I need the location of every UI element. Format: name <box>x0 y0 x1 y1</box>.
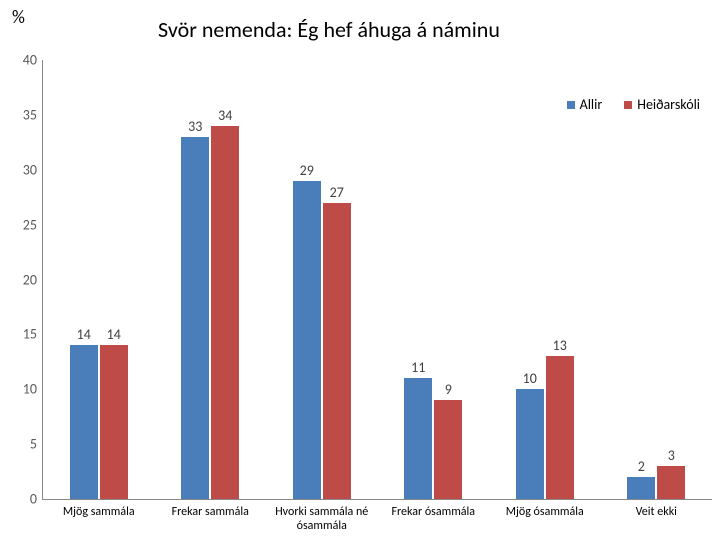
bar: 9 <box>434 400 462 499</box>
y-tick-label: 0 <box>30 491 37 508</box>
legend-label: Heiðarskóli <box>637 96 700 113</box>
bar-value-label: 29 <box>293 162 321 179</box>
legend: Allir Heiðarskóli <box>567 96 700 113</box>
bar-value-label: 10 <box>516 370 544 387</box>
bar: 13 <box>546 356 574 499</box>
x-tick-label: Veit ekki <box>600 505 712 519</box>
bar-value-label: 2 <box>627 458 655 475</box>
bar: 34 <box>211 126 239 499</box>
bar-value-label: 34 <box>211 107 239 124</box>
y-tick-label: 10 <box>23 381 37 398</box>
y-tick-label: 35 <box>23 106 37 123</box>
bar-value-label: 14 <box>70 326 98 343</box>
y-tick-label: 20 <box>23 271 37 288</box>
bar: 33 <box>181 137 209 499</box>
x-tick-label: Mjög sammála <box>43 505 155 519</box>
bar-group: 1013Mjög ósammála <box>516 60 574 499</box>
bar-group: 2927Hvorki sammála né ósammála <box>293 60 351 499</box>
bar: 3 <box>657 466 685 499</box>
legend-item: Heiðarskóli <box>624 96 700 113</box>
bar-group: 119Frekar ósammála <box>404 60 462 499</box>
bar-value-label: 3 <box>657 447 685 464</box>
x-tick-label: Frekar ósammála <box>377 505 489 519</box>
bar-value-label: 14 <box>100 326 128 343</box>
bar-group: 3334Frekar sammála <box>181 60 239 499</box>
y-tick-label: 30 <box>23 161 37 178</box>
bar-value-label: 11 <box>404 359 432 376</box>
bar: 10 <box>516 389 544 499</box>
y-tick-label: 25 <box>23 216 37 233</box>
x-tick-label: Hvorki sammála né ósammála <box>266 505 378 533</box>
bar-value-label: 27 <box>323 184 351 201</box>
legend-item: Allir <box>567 96 603 113</box>
x-tick-label: Mjög ósammála <box>489 505 601 519</box>
y-tick-label: 40 <box>23 52 37 69</box>
chart-plot-area: 0510152025303540 1414Mjög sammála3334Fre… <box>42 60 712 500</box>
bar-value-label: 9 <box>434 381 462 398</box>
bar: 14 <box>70 345 98 499</box>
bar: 11 <box>404 378 432 499</box>
legend-swatch <box>567 101 575 109</box>
bar-group: 23Veit ekki <box>627 60 685 499</box>
legend-label: Allir <box>580 96 603 113</box>
legend-swatch <box>624 101 632 109</box>
bar: 14 <box>100 345 128 499</box>
chart-title: Svör nemenda: Ég hef áhuga á náminu <box>158 16 500 43</box>
bar: 27 <box>323 203 351 499</box>
y-tick-label: 15 <box>23 326 37 343</box>
bar: 29 <box>293 181 321 499</box>
bar-value-label: 13 <box>546 337 574 354</box>
y-tick-label: 5 <box>30 436 37 453</box>
bar-value-label: 33 <box>181 118 209 135</box>
x-tick-label: Frekar sammála <box>154 505 266 519</box>
pct-symbol: % <box>12 6 25 28</box>
bar-group: 1414Mjög sammála <box>70 60 128 499</box>
bar: 2 <box>627 477 655 499</box>
